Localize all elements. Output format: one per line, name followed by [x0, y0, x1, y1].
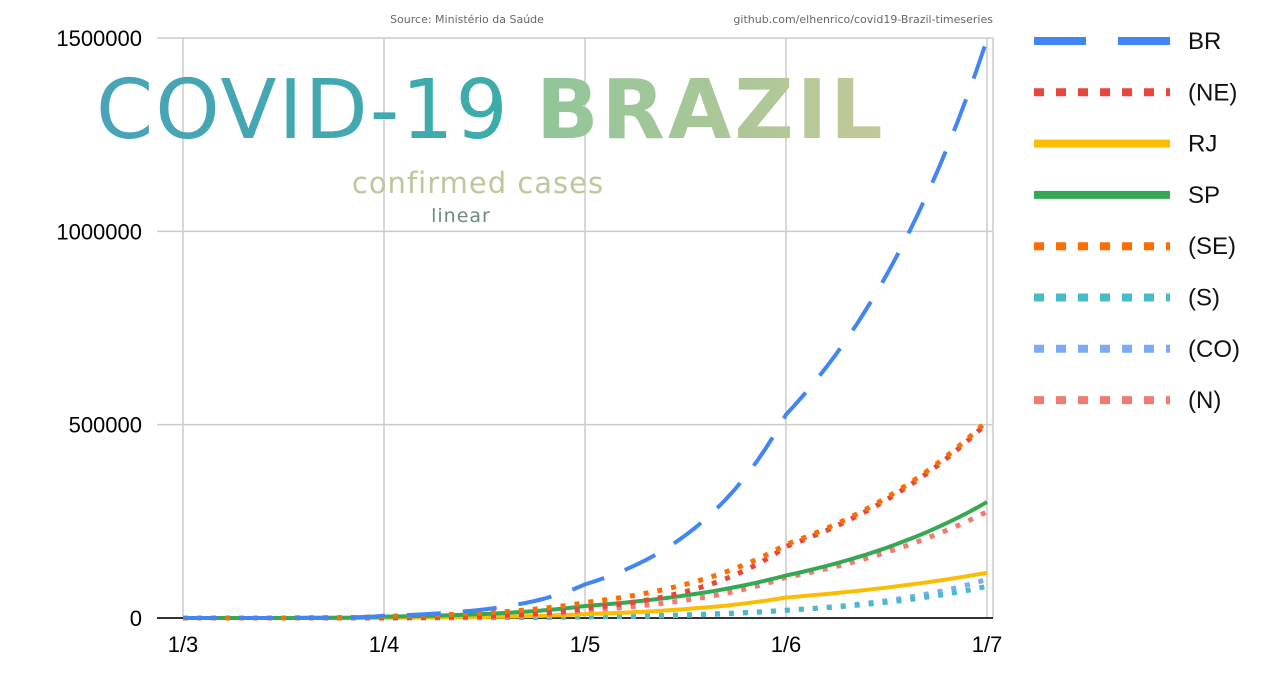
legend-label: RJ: [1188, 131, 1217, 158]
title-part1: COVID-19: [96, 63, 510, 158]
scale-label: linear: [431, 205, 491, 227]
x-tick-label: 1/7: [972, 632, 1003, 657]
series-line-br: [183, 38, 989, 620]
legend-label: BR: [1188, 28, 1221, 55]
series-line-se: [183, 418, 989, 621]
y-tick-label: 500000: [69, 413, 142, 438]
legend-label: (S): [1188, 285, 1220, 312]
page-title: COVID-19 BRAZIL: [96, 63, 886, 158]
source-label: Source: Ministério da Saúde: [390, 13, 544, 26]
y-tick-label: 0: [130, 606, 142, 631]
y-tick-label: 1000000: [56, 219, 142, 244]
legend-label: SP: [1188, 182, 1220, 209]
axes: 1/3 1/4 1/5 1/6 1/7 0 500000 1000000 1500000: [56, 26, 1002, 657]
x-tick-label: 1/3: [168, 632, 199, 657]
legend-label: (CO): [1188, 336, 1240, 363]
repo-label: github.com/elhenrico/covid19-Brazil-time…: [733, 13, 993, 26]
title-part2: BRAZIL: [536, 63, 885, 158]
legend-label: (N): [1188, 387, 1221, 414]
x-tick-label: 1/6: [771, 632, 802, 657]
subtitle: confirmed cases: [352, 166, 604, 200]
x-tick-label: 1/5: [570, 632, 601, 657]
series-line-ne: [183, 420, 989, 621]
legend-label: (NE): [1188, 79, 1237, 106]
legend: BR (NE) RJ SP (SE) (S) (CO) (N): [1034, 28, 1240, 414]
y-tick-label: 1500000: [56, 26, 142, 51]
x-tick-label: 1/4: [369, 632, 400, 657]
legend-label: (SE): [1188, 233, 1236, 260]
series-line-n: [183, 509, 989, 621]
series-lines: [183, 38, 989, 621]
